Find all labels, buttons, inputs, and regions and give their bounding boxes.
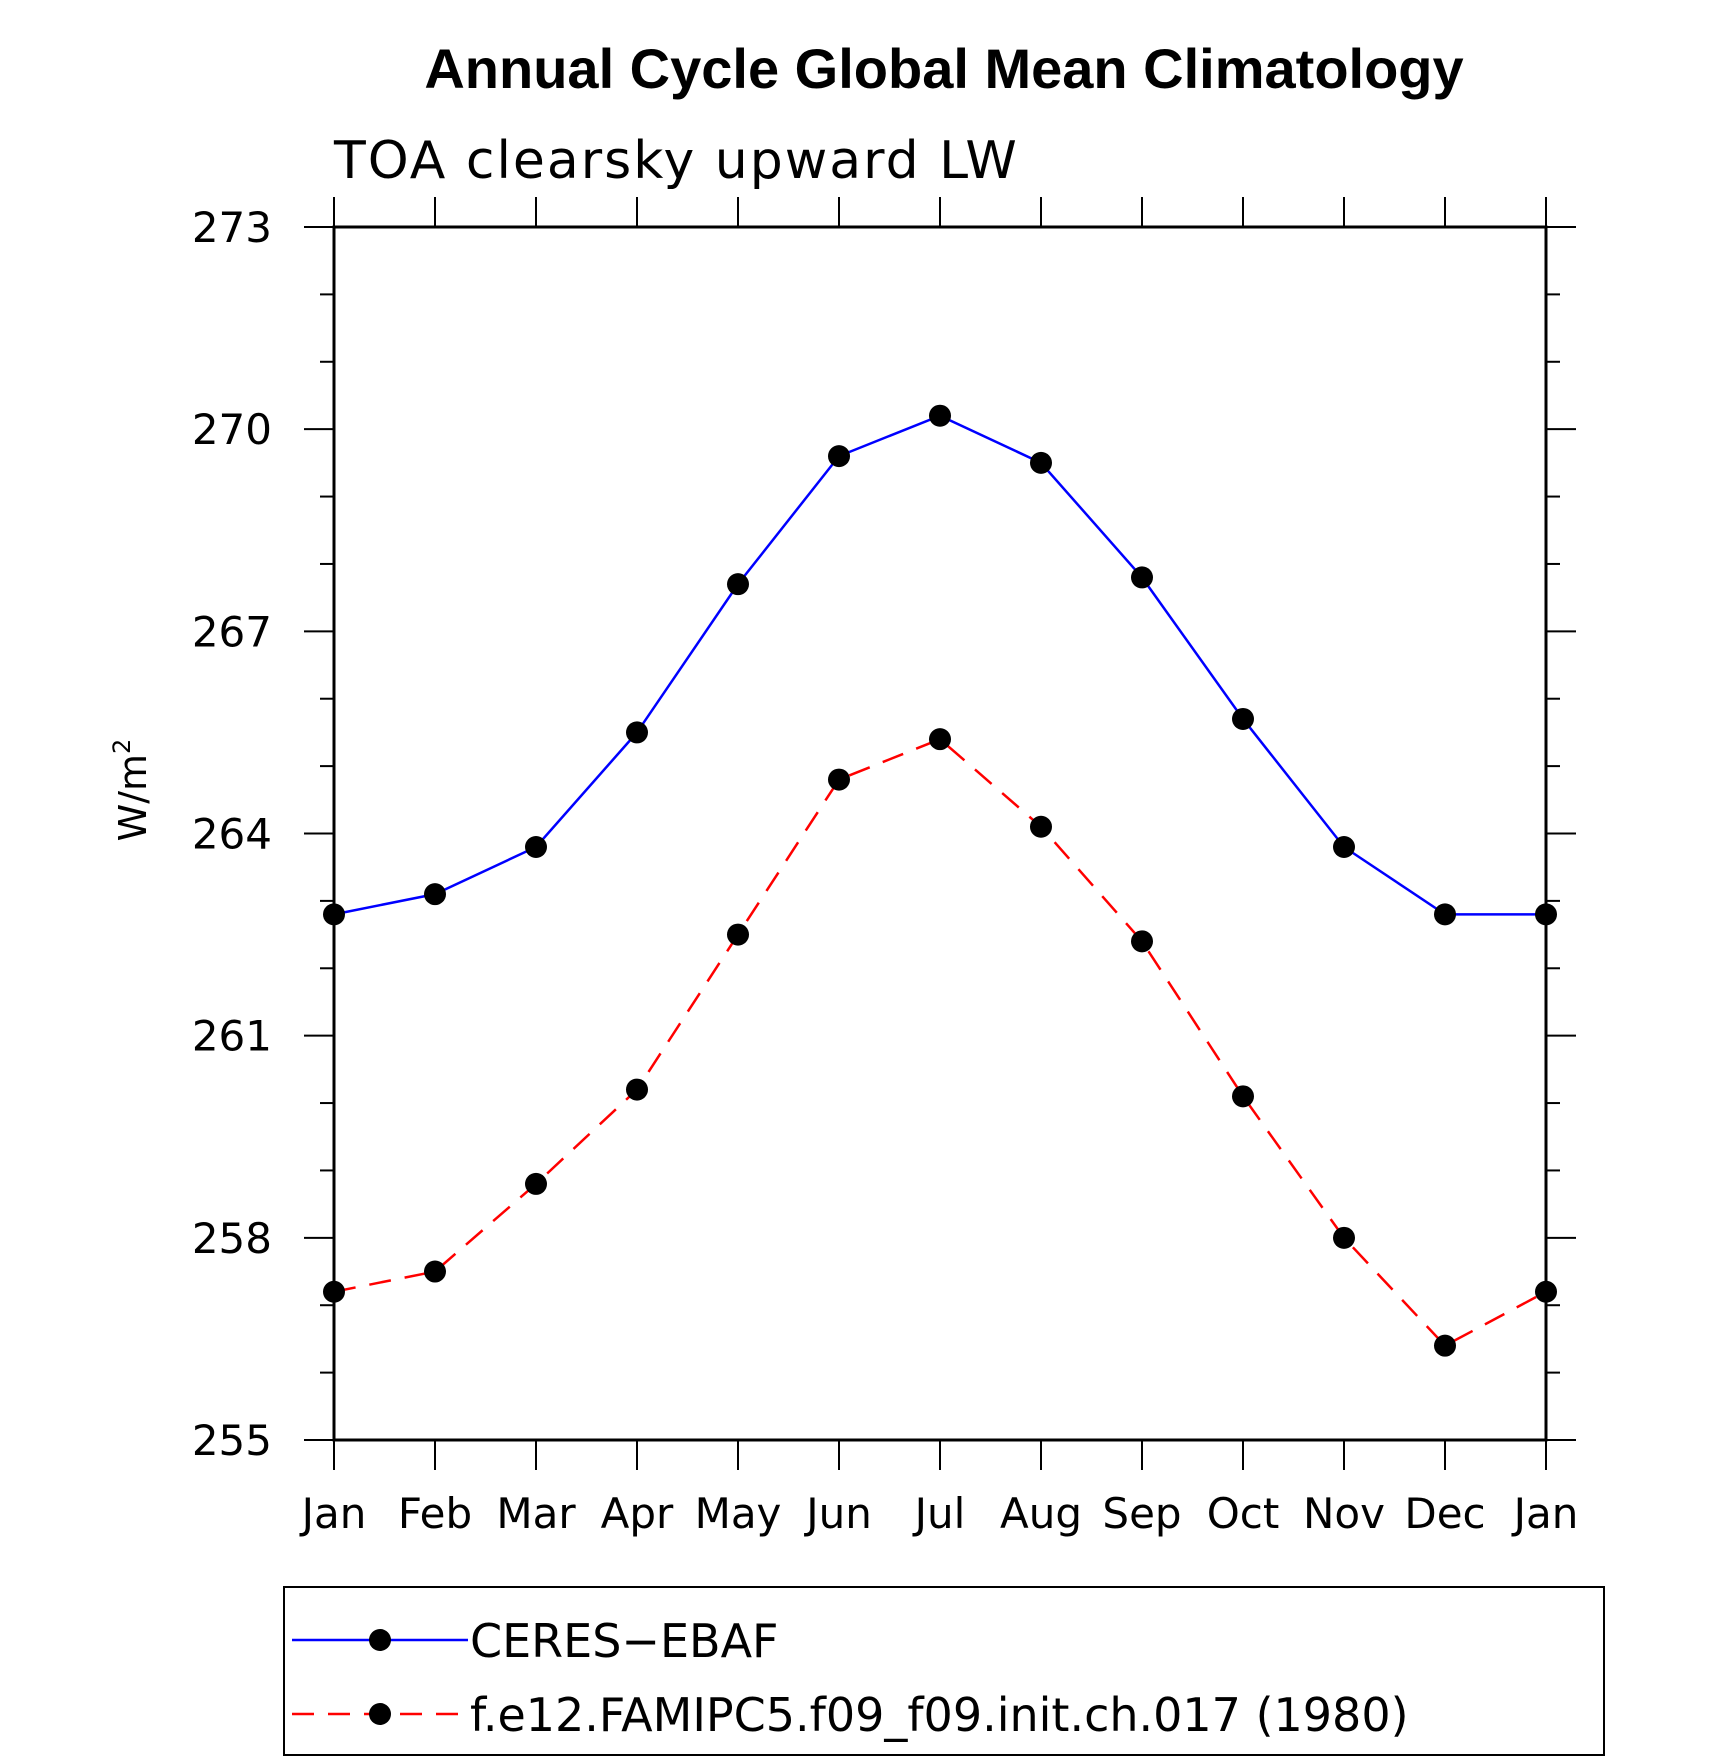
series-point <box>424 1260 446 1283</box>
series-point <box>626 1078 648 1101</box>
y-tick-label: 261 <box>192 1012 272 1061</box>
y-axis-label: W/m2 <box>108 739 155 842</box>
y-tick-label: 270 <box>192 405 272 454</box>
series-point <box>1232 707 1254 730</box>
series-point <box>1232 1085 1254 1108</box>
y-tick-label: 258 <box>192 1214 272 1263</box>
legend-marker <box>369 1629 391 1651</box>
x-tick-label: Sep <box>1102 1489 1181 1538</box>
x-tick-label: Aug <box>1000 1489 1082 1538</box>
x-tick-label: Oct <box>1207 1489 1280 1538</box>
x-tick-label: May <box>695 1489 782 1538</box>
x-tick-label: Jul <box>912 1489 966 1538</box>
series-point <box>1434 1334 1456 1357</box>
series-point <box>323 903 345 926</box>
series-point <box>1131 566 1153 589</box>
y-tick-label: 273 <box>192 203 272 252</box>
series-point <box>1333 1226 1355 1249</box>
series-point <box>929 404 951 427</box>
x-tick-label: Jan <box>1511 1489 1579 1538</box>
legend-label: f.e12.FAMIPC5.f09_f09.init.ch.017 (1980) <box>470 1688 1409 1742</box>
x-tick-label: Dec <box>1404 1489 1485 1538</box>
series-point <box>1535 1280 1557 1303</box>
series-point <box>626 721 648 744</box>
series-line <box>333 414 1546 916</box>
series-point <box>1535 903 1557 926</box>
legend-label: CERES−EBAF <box>470 1614 779 1668</box>
x-tick-label: Mar <box>496 1489 576 1538</box>
x-tick-label: Jan <box>299 1489 367 1538</box>
series-point <box>1030 451 1052 474</box>
x-tick-label: Feb <box>398 1489 472 1538</box>
y-tick-label: 267 <box>192 607 272 656</box>
chart-subtitle: TOA clearsky upward LW <box>333 131 1019 191</box>
series-point <box>727 573 749 596</box>
series-point <box>525 835 547 858</box>
series-point <box>1333 835 1355 858</box>
y-axis-label-superscript: 2 <box>108 739 136 754</box>
legend: CERES−EBAF f.e12.FAMIPC5.f09_f09.init.ch.… <box>283 1586 1605 1756</box>
series-point <box>525 1172 547 1195</box>
chart-title: Annual Cycle Global Mean Climatology <box>424 37 1463 100</box>
x-tick-label: Jun <box>803 1489 872 1538</box>
y-tick-label: 264 <box>192 810 272 859</box>
series-line <box>333 737 1547 1348</box>
series-point <box>727 923 749 946</box>
y-axis-label-main: W/m <box>111 754 155 841</box>
series-point <box>929 728 951 751</box>
series-point <box>828 768 850 791</box>
legend-items: CERES−EBAF f.e12.FAMIPC5.f09_f09.init.ch.… <box>292 1614 1409 1742</box>
legend-box <box>283 1586 1605 1756</box>
series-point <box>424 883 446 906</box>
y-tick-label: 255 <box>192 1416 272 1465</box>
series-point <box>1131 930 1153 953</box>
series-point <box>1434 903 1456 926</box>
x-tick-label: Apr <box>601 1489 674 1538</box>
series-point <box>828 445 850 468</box>
series-layer <box>323 404 1557 1357</box>
series-point <box>1030 815 1052 838</box>
x-tick-label: Nov <box>1303 1489 1385 1538</box>
legend-marker <box>369 1703 391 1725</box>
plot-axes: 255 258 261 264 267 270 273 Jan Feb Mar Apr May Jun J… <box>192 197 1579 1538</box>
series-point <box>323 1280 345 1303</box>
